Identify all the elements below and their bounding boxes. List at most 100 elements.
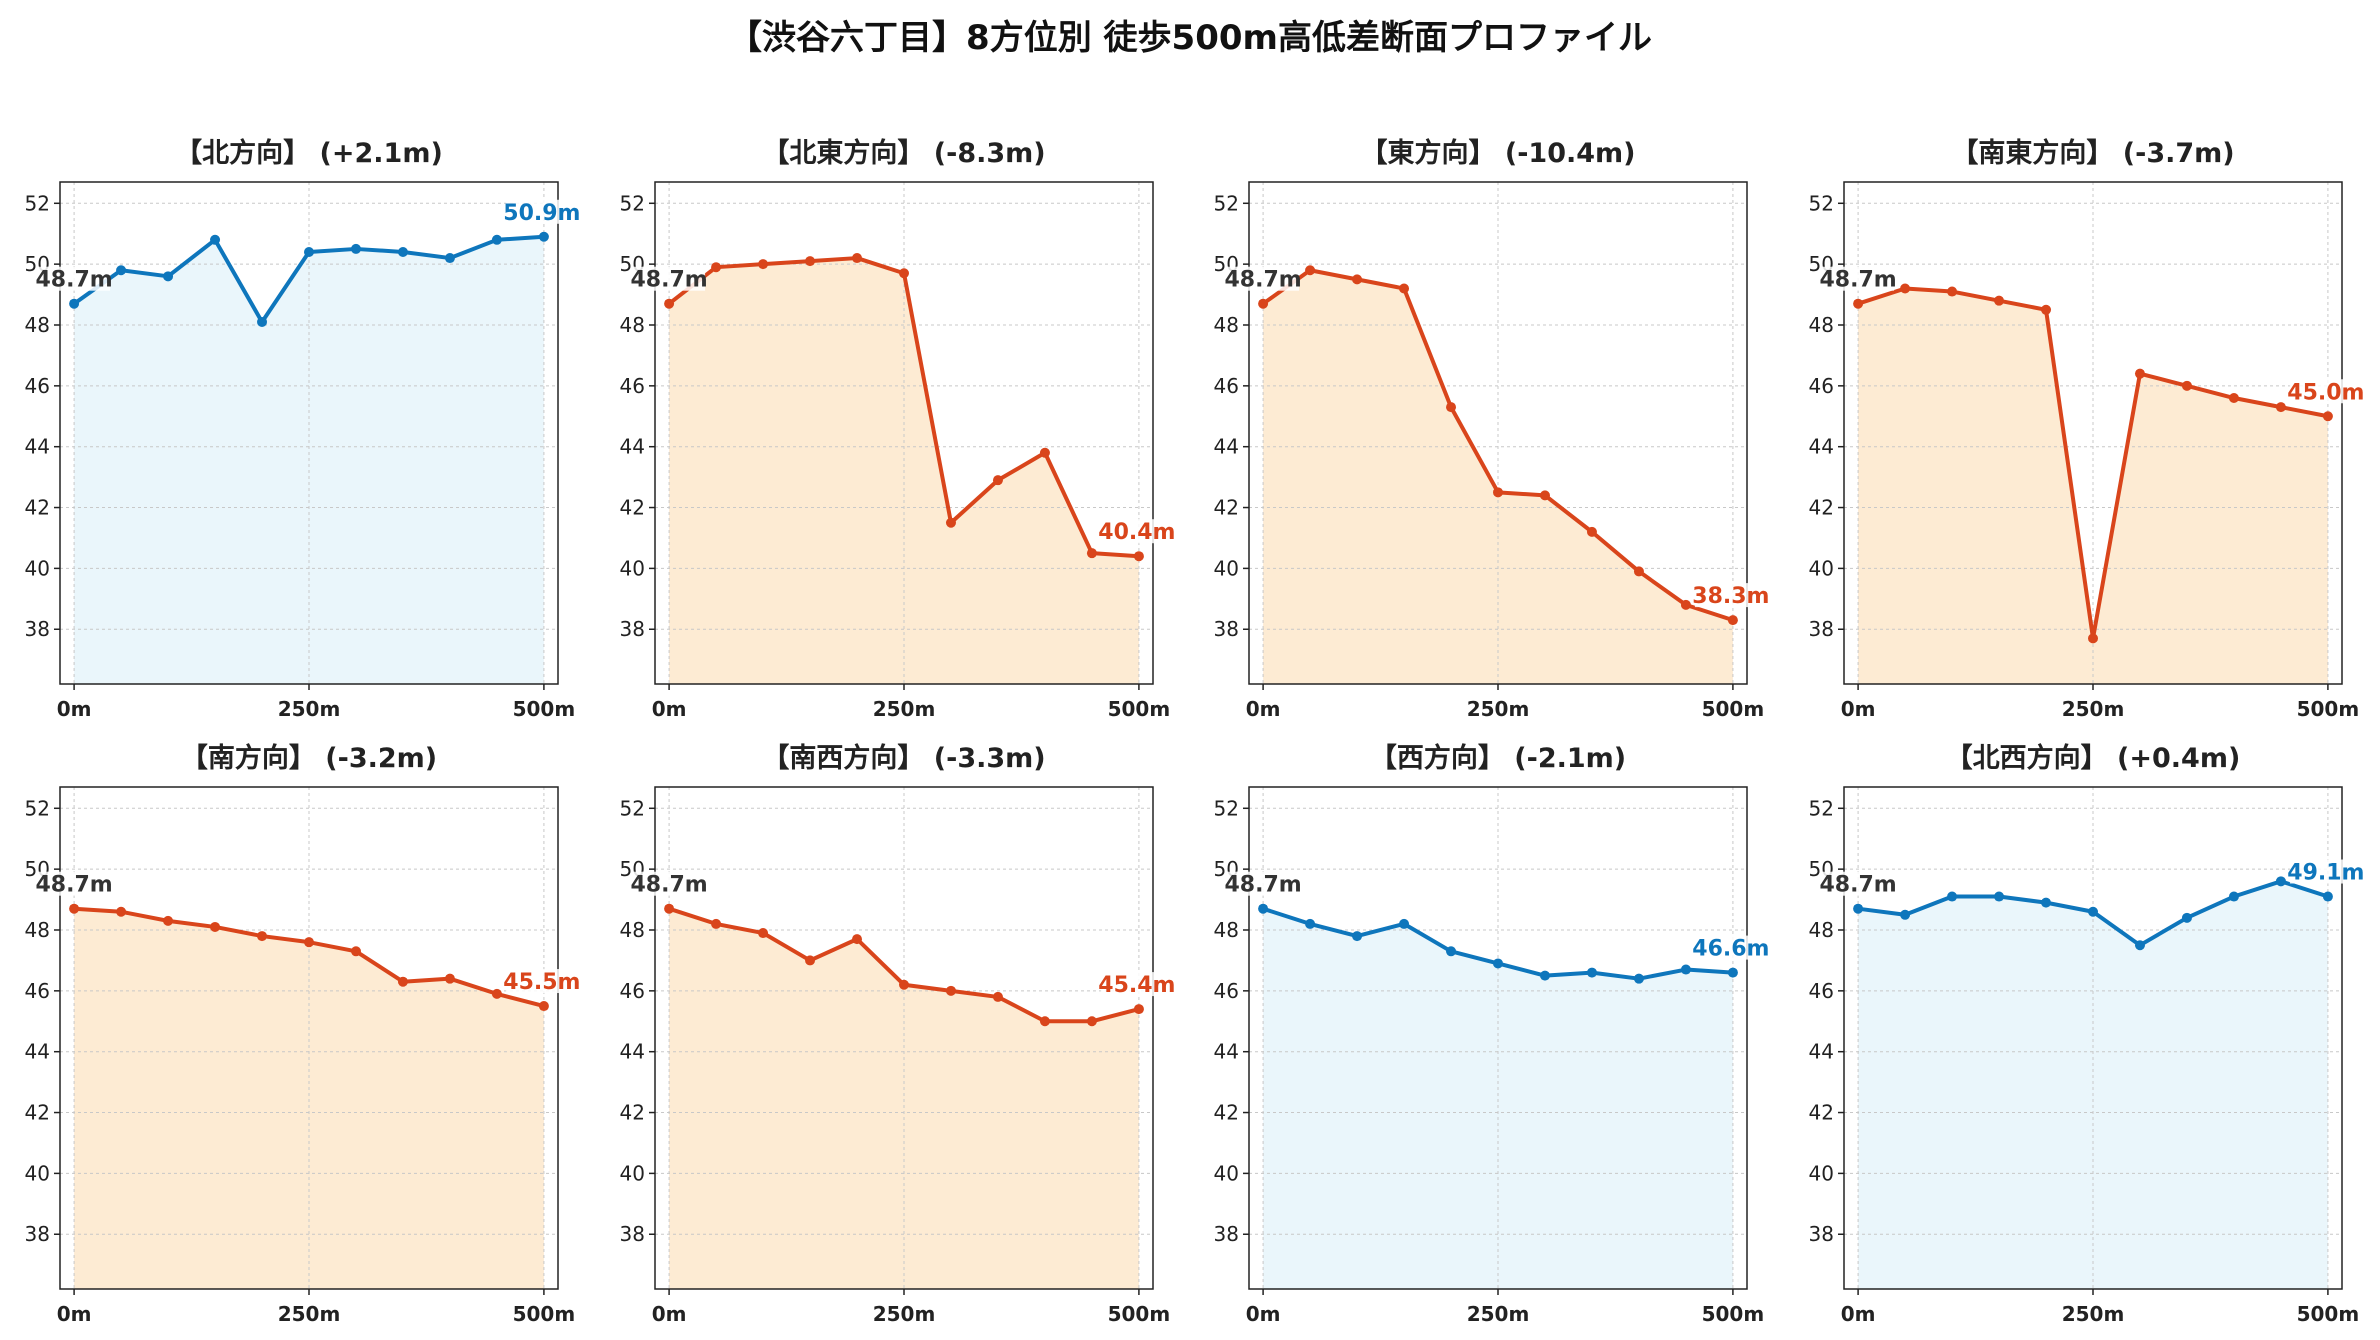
y-tick-label: 46 [25, 979, 50, 1003]
y-tick-label: 44 [620, 435, 645, 459]
data-point [2181, 912, 2192, 923]
y-tick-label: 38 [25, 1222, 50, 1246]
end-elevation-label: 40.4m [1098, 520, 1175, 545]
y-tick-label: 44 [1809, 435, 1834, 459]
y-tick-label: 52 [25, 796, 50, 820]
x-tick-label: 250m [873, 1302, 936, 1326]
panel-title: 【南西方向】 (-3.3m) [762, 742, 1045, 774]
data-point [1633, 973, 1644, 984]
x-tick-label: 0m [1841, 697, 1876, 721]
end-label-bg [505, 969, 578, 994]
data-point [491, 234, 502, 245]
panel-title: 【南方向】 (-3.2m) [181, 742, 437, 774]
end-elevation-label: 38.3m [1692, 584, 1769, 609]
data-point [2134, 940, 2145, 951]
y-tick-label: 44 [1809, 1040, 1834, 1064]
end-elevation-label: 49.1m [2287, 861, 2364, 886]
end-elevation-label: 45.5m [503, 970, 580, 995]
area-fill [1858, 881, 2328, 1289]
data-point [664, 903, 675, 914]
area-fill [1858, 288, 2328, 684]
area-fill [1263, 270, 1733, 684]
data-point [1947, 891, 1958, 902]
data-point [257, 931, 268, 942]
y-tick-label: 52 [620, 796, 645, 820]
data-point [2275, 402, 2286, 413]
data-point [1039, 447, 1050, 458]
x-tick-label: 250m [1467, 1302, 1530, 1326]
data-point [2322, 411, 2333, 422]
y-tick-label: 38 [25, 617, 50, 641]
figure-title: 【渋谷六丁目】8方位別 徒歩500m高低差断面プロファイル [728, 18, 1652, 58]
panel-title: 【北西方向】 (+0.4m) [1946, 742, 2241, 774]
y-tick-label: 48 [620, 313, 645, 337]
data-point [116, 906, 127, 917]
y-tick-label: 46 [1214, 374, 1239, 398]
data-point [1133, 1004, 1144, 1015]
end-label-bg [1100, 972, 1173, 997]
x-tick-label: 500m [1702, 1302, 1765, 1326]
x-tick-label: 0m [1246, 1302, 1281, 1326]
data-point [538, 231, 549, 242]
data-point [1086, 1016, 1097, 1027]
end-elevation-label: 46.6m [1692, 937, 1769, 962]
data-point [852, 253, 863, 264]
y-tick-label: 42 [620, 1101, 645, 1125]
data-point [397, 976, 408, 987]
data-point [805, 955, 816, 966]
panel-title: 【東方向】 (-10.4m) [1360, 137, 1635, 169]
start-elevation-label: 48.7m [630, 873, 707, 898]
x-tick-label: 500m [513, 697, 576, 721]
start-label-bg [1227, 266, 1300, 291]
data-point [1352, 274, 1363, 285]
data-point [758, 928, 769, 939]
y-tick-label: 48 [25, 918, 50, 942]
data-point [945, 985, 956, 996]
y-tick-label: 46 [620, 979, 645, 1003]
y-tick-label: 40 [25, 556, 50, 580]
x-tick-label: 500m [2297, 697, 2360, 721]
data-point [1539, 490, 1550, 501]
data-point [491, 988, 502, 999]
start-label-bg [38, 266, 111, 291]
data-point [758, 259, 769, 270]
data-point [163, 915, 174, 926]
data-point [2275, 876, 2286, 887]
end-label-bg [1694, 583, 1767, 608]
data-point [1305, 918, 1316, 929]
x-tick-label: 250m [873, 697, 936, 721]
y-tick-label: 40 [1214, 1161, 1239, 1185]
x-tick-label: 250m [278, 1302, 341, 1326]
data-point [1853, 903, 1864, 914]
y-tick-label: 44 [25, 435, 50, 459]
panel-title: 【北東方向】 (-8.3m) [762, 137, 1045, 169]
data-point [852, 934, 863, 945]
y-tick-label: 42 [1809, 1101, 1834, 1125]
y-tick-label: 44 [620, 1040, 645, 1064]
data-point [69, 298, 80, 309]
data-point [1680, 599, 1691, 610]
data-point [538, 1001, 549, 1012]
data-point [304, 246, 314, 257]
y-tick-label: 46 [620, 374, 645, 398]
area-fill [74, 908, 544, 1289]
x-tick-label: 250m [2062, 697, 2125, 721]
panel-title: 【南東方向】 (-3.7m) [1951, 137, 2234, 169]
data-point [899, 979, 909, 990]
data-point [1586, 967, 1597, 978]
data-point [210, 234, 221, 245]
data-point [711, 918, 722, 929]
data-point [257, 316, 268, 327]
y-tick-label: 46 [1809, 374, 1834, 398]
data-point [1258, 298, 1269, 309]
data-point [1680, 964, 1691, 975]
y-tick-label: 46 [1809, 979, 1834, 1003]
y-tick-label: 46 [25, 374, 50, 398]
start-elevation-label: 48.7m [35, 873, 112, 898]
data-point [1086, 548, 1097, 559]
